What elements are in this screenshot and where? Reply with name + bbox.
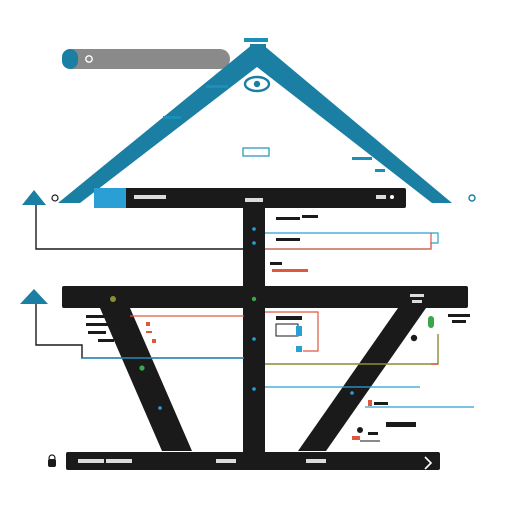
lower-beam (62, 286, 468, 308)
left-stack-labels (86, 315, 156, 343)
settings-icon (85, 55, 93, 63)
right-stack (265, 311, 470, 365)
upper-left-connector (35, 205, 243, 250)
left-diagonal-brace (100, 308, 192, 451)
ring-icon (468, 194, 476, 202)
central-column (243, 198, 265, 470)
lock-icon (48, 454, 56, 467)
check-icon (424, 456, 433, 470)
up-triangle-icon (22, 190, 46, 205)
base-beam (66, 452, 440, 470)
grey-title-bar (62, 49, 230, 69)
roof (58, 44, 452, 203)
up-triangle-icon (20, 289, 48, 304)
upper-right-connectors (265, 215, 439, 272)
right-diagonal-brace (298, 308, 426, 451)
eye-icon (243, 75, 271, 93)
lower-right-connectors (265, 386, 474, 442)
ring-icon (51, 194, 59, 202)
